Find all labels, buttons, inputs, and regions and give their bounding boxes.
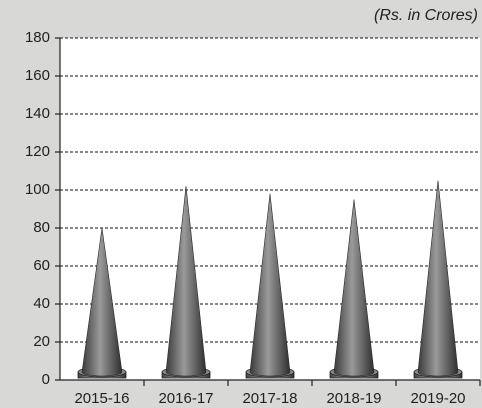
cone xyxy=(333,199,375,377)
y-tick-label: 120 xyxy=(25,143,50,160)
x-tick-label: 2019-20 xyxy=(410,390,465,407)
y-tick-label: 40 xyxy=(33,295,50,312)
y-tick-label: 0 xyxy=(42,371,50,388)
cone xyxy=(165,186,207,377)
y-tick-label: 160 xyxy=(25,67,50,84)
unit-label: (Rs. in Crores) xyxy=(374,7,478,24)
cone xyxy=(81,227,123,377)
y-tick-label: 20 xyxy=(33,333,50,350)
x-tick-label: 2018-19 xyxy=(326,390,381,407)
cone xyxy=(249,193,291,377)
y-tick-label: 180 xyxy=(25,29,50,46)
x-tick-label: 2017-18 xyxy=(242,390,297,407)
y-tick-label: 60 xyxy=(33,257,50,274)
x-tick-label: 2016-17 xyxy=(158,390,213,407)
x-tick-label: 2015-16 xyxy=(74,390,129,407)
y-tick-label: 100 xyxy=(25,181,50,198)
y-tick-label: 140 xyxy=(25,105,50,122)
y-tick-label: 80 xyxy=(33,219,50,236)
cone xyxy=(417,180,459,377)
